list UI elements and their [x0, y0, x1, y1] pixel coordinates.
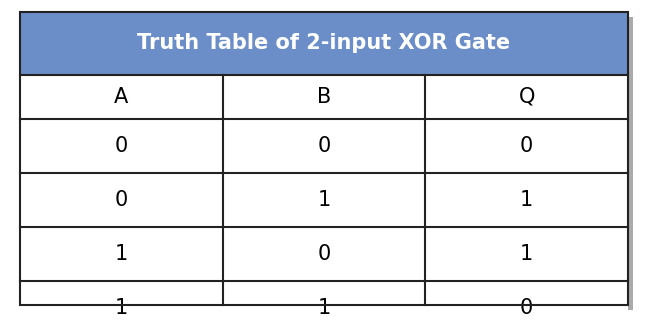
Text: 1: 1: [115, 298, 128, 318]
Bar: [20, 12, 628, 75]
Text: 0: 0: [318, 136, 330, 156]
Text: Q: Q: [518, 87, 535, 107]
Text: 1: 1: [520, 244, 533, 264]
Text: 1: 1: [318, 190, 330, 210]
Text: Truth Table of 2-input XOR Gate: Truth Table of 2-input XOR Gate: [137, 34, 511, 54]
Text: 0: 0: [520, 136, 533, 156]
Text: 1: 1: [520, 190, 533, 210]
Bar: [20, 227, 628, 281]
Text: 1: 1: [115, 244, 128, 264]
Text: 1: 1: [318, 298, 330, 318]
Bar: [20, 119, 628, 173]
Bar: [20, 281, 628, 323]
Text: B: B: [317, 87, 331, 107]
Bar: [20, 173, 628, 227]
Text: 0: 0: [115, 136, 128, 156]
Text: 0: 0: [318, 244, 330, 264]
Text: A: A: [114, 87, 128, 107]
Bar: [20, 75, 628, 119]
Text: 0: 0: [115, 190, 128, 210]
Text: 0: 0: [520, 298, 533, 318]
